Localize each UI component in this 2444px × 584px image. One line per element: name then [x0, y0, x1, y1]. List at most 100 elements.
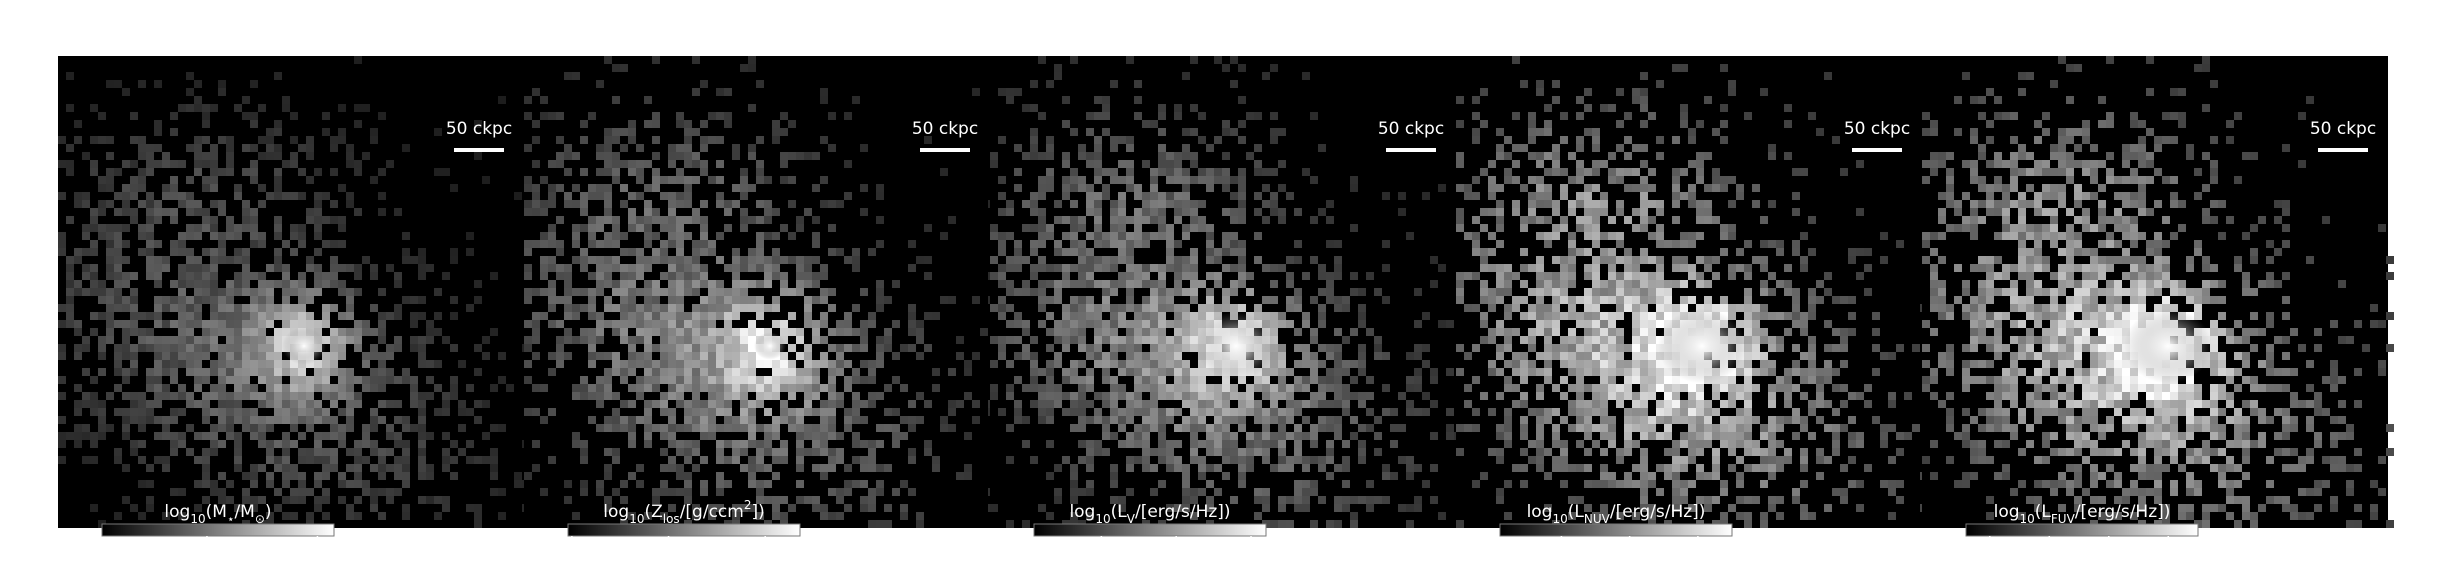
image-pixel: [1624, 248, 1632, 256]
image-pixel: [250, 472, 258, 480]
image-pixel: [1568, 384, 1576, 392]
image-pixel: [1014, 144, 1022, 152]
image-pixel: [1318, 320, 1326, 328]
image-pixel: [402, 296, 410, 304]
image-pixel: [1294, 504, 1302, 512]
image-pixel: [98, 400, 106, 408]
image-pixel: [1664, 296, 1672, 304]
image-pixel: [98, 296, 106, 304]
image-pixel: [724, 352, 732, 360]
image-pixel: [1022, 152, 1030, 160]
image-pixel: [532, 328, 540, 336]
image-pixel: [1456, 288, 1464, 296]
image-pixel: [700, 360, 708, 368]
image-pixel: [1664, 368, 1672, 376]
colorbar-label-part: los: [663, 512, 680, 526]
image-pixel: [1608, 360, 1616, 368]
image-pixel: [1584, 352, 1592, 360]
image-pixel: [1430, 256, 1438, 264]
image-pixel: [788, 392, 796, 400]
image-pixel: [1342, 304, 1350, 312]
image-pixel: [692, 256, 700, 264]
image-pixel: [1640, 272, 1648, 280]
image-pixel: [322, 512, 330, 520]
image-pixel: [700, 272, 708, 280]
image-pixel: [154, 144, 162, 152]
image-pixel: [636, 416, 644, 424]
image-pixel: [282, 416, 290, 424]
image-pixel: [194, 168, 202, 176]
image-pixel: [330, 392, 338, 400]
image-pixel: [876, 184, 884, 192]
image-pixel: [860, 184, 868, 192]
image-pixel: [1134, 400, 1142, 408]
image-pixel: [1544, 272, 1552, 280]
image-pixel: [194, 432, 202, 440]
image-pixel: [1744, 368, 1752, 376]
image-pixel: [700, 424, 708, 432]
image-pixel: [588, 328, 596, 336]
image-pixel: [1238, 464, 1246, 472]
image-pixel: [844, 416, 852, 424]
image-pixel: [596, 280, 604, 288]
image-pixel: [1198, 408, 1206, 416]
image-pixel: [1704, 400, 1712, 408]
image-pixel: [1584, 192, 1592, 200]
image-pixel: [146, 384, 154, 392]
image-pixel: [588, 416, 596, 424]
image-pixel: [1776, 416, 1784, 424]
image-pixel: [1696, 440, 1704, 448]
image-pixel: [1294, 400, 1302, 408]
image-pixel: [1134, 192, 1142, 200]
image-pixel: [1134, 376, 1142, 384]
image-pixel: [210, 320, 218, 328]
image-pixel: [1584, 184, 1592, 192]
image-pixel: [330, 240, 338, 248]
image-pixel: [1142, 408, 1150, 416]
image-pixel: [548, 232, 556, 240]
image-pixel: [620, 416, 628, 424]
image-pixel: [1182, 128, 1190, 136]
image-pixel: [402, 504, 410, 512]
image-pixel: [1142, 416, 1150, 424]
image-pixel: [836, 368, 844, 376]
image-pixel: [1528, 176, 1536, 184]
image-pixel: [1038, 296, 1046, 304]
image-pixel: [660, 376, 668, 384]
image-pixel: [370, 424, 378, 432]
image-pixel: [402, 144, 410, 152]
image-pixel: [274, 352, 282, 360]
image-pixel: [716, 384, 724, 392]
image-pixel: [82, 232, 90, 240]
image-pixel: [170, 160, 178, 168]
image-pixel: [868, 368, 876, 376]
image-pixel: [692, 328, 700, 336]
image-pixel: [908, 344, 916, 352]
image-pixel: [1358, 320, 1366, 328]
image-pixel: [748, 416, 756, 424]
image-pixel: [410, 344, 418, 352]
image-pixel: [1334, 392, 1342, 400]
image-pixel: [322, 312, 330, 320]
image-pixel: [1294, 432, 1302, 440]
image-pixel: [354, 472, 362, 480]
image-pixel: [1456, 160, 1464, 168]
image-pixel: [1190, 128, 1198, 136]
image-pixel: [1070, 264, 1078, 272]
image-pixel: [1334, 376, 1342, 384]
image-pixel: [250, 344, 258, 352]
image-pixel: [1608, 376, 1616, 384]
image-pixel: [1704, 200, 1712, 208]
image-pixel: [852, 432, 860, 440]
image-pixel: [1584, 272, 1592, 280]
image-pixel: [764, 176, 772, 184]
image-pixel: [1536, 272, 1544, 280]
image-pixel: [1414, 376, 1422, 384]
image-pixel: [362, 360, 370, 368]
image-pixel: [588, 112, 596, 120]
image-pixel: [130, 136, 138, 144]
image-pixel: [764, 272, 772, 280]
image-pixel: [588, 224, 596, 232]
image-pixel: [394, 456, 402, 464]
image-pixel: [1552, 200, 1560, 208]
